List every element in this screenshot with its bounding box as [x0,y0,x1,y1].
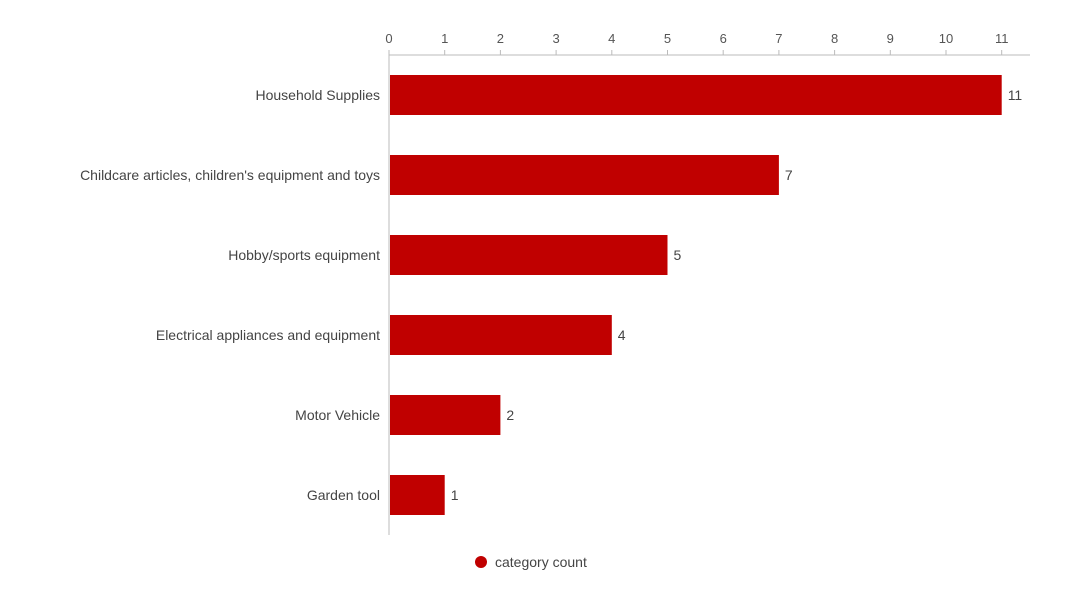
x-tick-label: 11 [995,31,1009,46]
x-tick-label: 3 [552,31,559,46]
category-label: Electrical appliances and equipment [156,327,380,343]
legend[interactable]: category count [475,554,587,570]
bar[interactable] [390,75,1002,115]
category-label: Household Supplies [255,87,380,103]
x-tick-label: 8 [831,31,838,46]
x-tick-label: 5 [664,31,671,46]
category-label: Motor Vehicle [295,407,380,423]
data-label: 4 [618,327,626,343]
bar[interactable] [390,315,612,355]
x-tick-label: 9 [887,31,894,46]
category-labels: Household Supplies Childcare articles, ch… [80,87,380,503]
bar[interactable] [390,155,779,195]
x-tick-label: 10 [939,31,953,46]
data-label: 7 [785,167,793,183]
category-label: Hobby/sports equipment [228,247,380,263]
data-labels: 11 7 5 4 2 1 [451,87,1023,503]
x-axis: 0 1 2 3 4 5 6 7 8 9 10 11 [385,31,1030,56]
legend-label: category count [495,554,587,570]
category-label: Garden tool [307,487,380,503]
x-tick-label: 6 [720,31,727,46]
x-tick-label: 7 [775,31,782,46]
data-label: 1 [451,487,459,503]
bar-series [390,75,1002,515]
category-label: Childcare articles, children's equipment… [80,167,380,183]
data-label: 2 [506,407,514,423]
data-label: 11 [1008,87,1023,103]
data-label: 5 [674,247,682,263]
x-axis-ticks: 0 1 2 3 4 5 6 7 8 9 10 11 [385,31,1008,55]
legend-marker [475,556,487,568]
bar[interactable] [390,395,501,435]
x-tick-label: 1 [441,31,448,46]
bar[interactable] [390,475,445,515]
x-tick-label: 4 [608,31,615,46]
x-tick-label: 2 [497,31,504,46]
bar[interactable] [390,235,668,275]
x-tick-label: 0 [385,31,392,46]
